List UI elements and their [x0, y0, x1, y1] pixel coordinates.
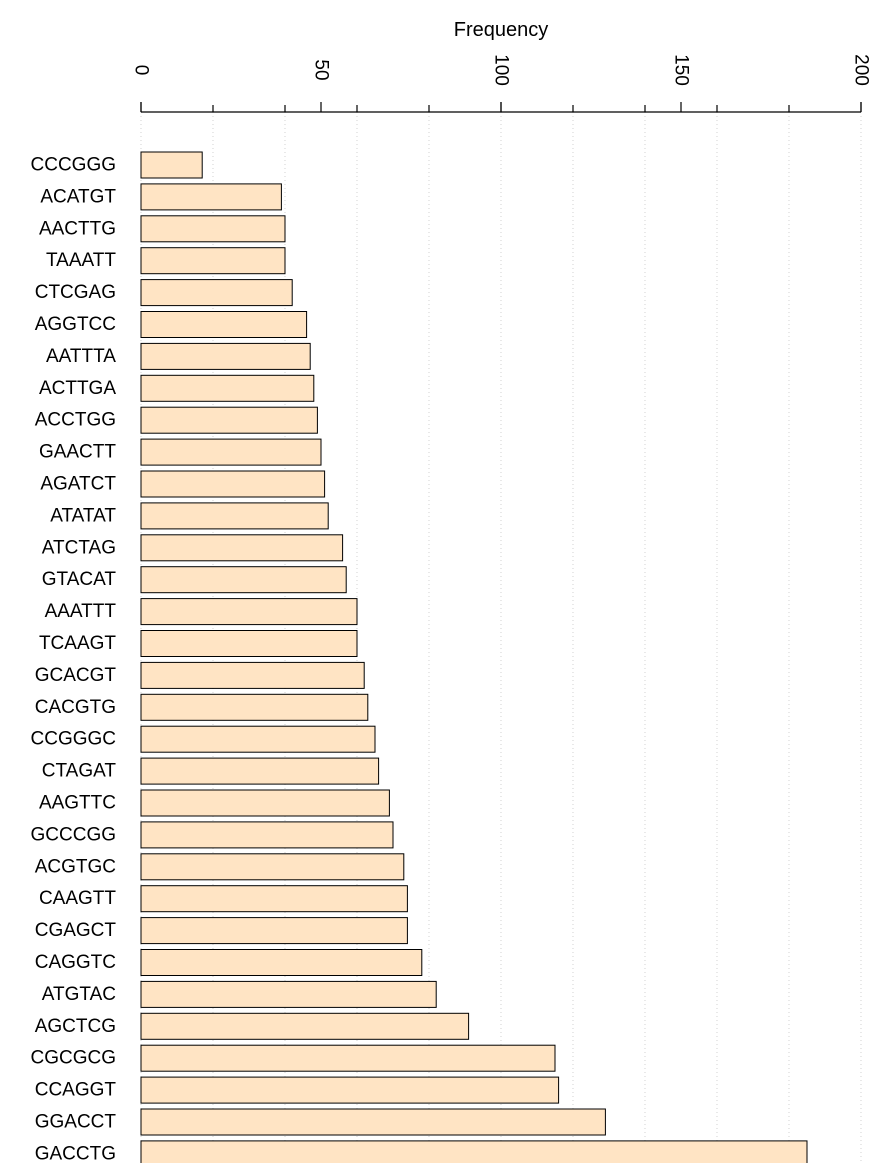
bar — [140, 661, 365, 689]
bar — [140, 1076, 560, 1104]
category-label: CACGTG — [35, 697, 116, 718]
category-label: ATCTAG — [42, 537, 116, 558]
x-tick-label: 200 — [851, 54, 870, 86]
category-label: GACCTG — [35, 1143, 116, 1163]
category-label: AAATTT — [45, 601, 117, 622]
bar — [140, 183, 282, 211]
category-label: GCACGT — [35, 665, 117, 686]
bar — [140, 725, 376, 753]
category-labels: CCCGGG ACATGT AACTTG TAAATT CTCGAG AGGTCC AATT… — [31, 155, 117, 1163]
category-label: ACGTGC — [35, 856, 116, 877]
bar — [140, 853, 405, 881]
bar — [140, 374, 315, 402]
category-label: ATATAT — [50, 505, 116, 526]
bar — [140, 534, 344, 562]
category-label: ACTTGA — [39, 378, 116, 399]
category-label: GTACAT — [42, 569, 117, 590]
bar — [140, 470, 326, 498]
category-label: ATGTAC — [42, 984, 116, 1005]
bar — [140, 502, 329, 530]
bar — [140, 949, 423, 976]
category-label: GGACCT — [35, 1112, 117, 1133]
bar — [140, 789, 390, 817]
category-label: CTAGAT — [42, 761, 117, 782]
category-label: GCCCGG — [31, 824, 117, 845]
bar — [140, 342, 311, 370]
category-label: ACATGT — [40, 186, 116, 207]
category-label: AACTTG — [39, 218, 116, 239]
bar — [140, 1044, 556, 1072]
bar — [140, 566, 347, 594]
category-label: CGAGCT — [35, 920, 117, 941]
category-label: CTCGAG — [35, 282, 116, 303]
bar — [140, 630, 358, 657]
bar — [140, 279, 293, 307]
bar — [140, 917, 408, 945]
category-label: CAAGTT — [39, 888, 116, 909]
category-label: CAGGTC — [35, 952, 116, 973]
category-label: CCGGGC — [31, 729, 117, 750]
bar — [140, 1140, 808, 1163]
category-label: ACCTGG — [35, 410, 116, 431]
bar — [140, 247, 286, 275]
x-tick-label: 50 — [311, 59, 332, 80]
x-tick-label: 0 — [131, 65, 152, 76]
category-label: TAAATT — [46, 250, 116, 271]
bar — [140, 598, 358, 626]
bar — [140, 1108, 606, 1136]
bar — [140, 821, 394, 849]
category-label: AGGTCC — [35, 314, 116, 335]
category-label: TCAAGT — [39, 633, 116, 654]
bars — [140, 151, 808, 1163]
category-label: AGATCT — [40, 474, 116, 495]
category-label: AGCTCG — [35, 1016, 116, 1037]
bar — [140, 1012, 470, 1040]
category-label: AATTTA — [46, 346, 116, 367]
bar — [140, 885, 408, 913]
category-label: AAGTTC — [39, 793, 116, 814]
bar — [140, 980, 437, 1008]
x-tick-label: 150 — [671, 54, 692, 86]
bar — [140, 215, 286, 243]
bar — [140, 693, 369, 721]
category-label: CGCGCG — [31, 1048, 117, 1069]
x-axis: Frequency 0 50 100 150 200 — [131, 19, 870, 113]
x-axis-title: Frequency — [454, 19, 549, 41]
bar — [140, 311, 308, 338]
x-tick-label: 100 — [491, 54, 512, 86]
category-label: CCCGGG — [31, 155, 117, 176]
bar — [140, 438, 322, 466]
category-label: GAACTT — [39, 442, 116, 463]
bar — [140, 757, 380, 785]
bar — [140, 151, 203, 179]
category-label: CCAGGT — [35, 1080, 117, 1101]
bar — [140, 406, 318, 434]
